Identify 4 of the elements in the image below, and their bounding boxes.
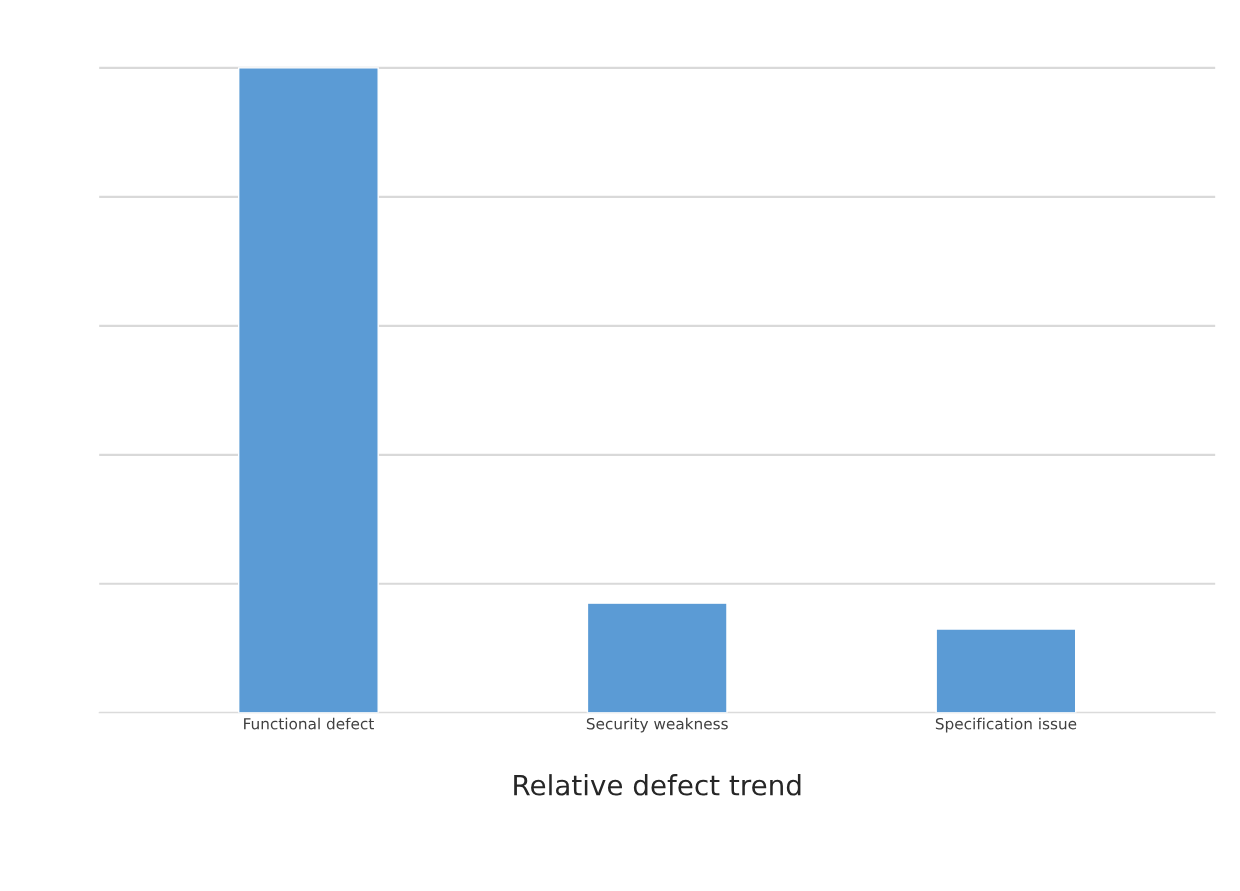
x-tick-label: Specification issue <box>935 717 1077 733</box>
x-tick-label: Security weakness <box>586 717 728 733</box>
x-axis-title: Relative defect trend <box>514 774 801 796</box>
x-tick-label: Functional defect <box>244 717 374 730</box>
